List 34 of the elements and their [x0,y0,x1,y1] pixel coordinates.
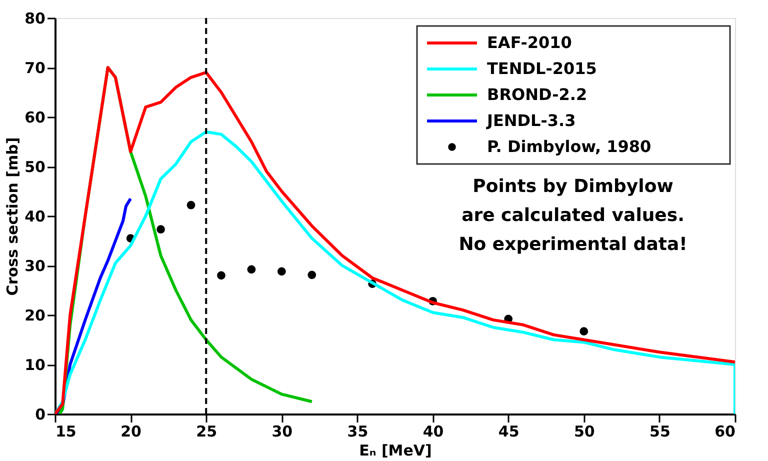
x-tick-label: 25 [196,422,218,440]
y-tick-label: 50 [24,158,46,176]
y-tick-label: 60 [24,108,46,126]
y-tick-label: 0 [35,406,46,424]
annotation: Points by Dimbylow are calculated values. No experimental data! [458,176,688,255]
point [247,265,256,274]
y-tick-label: 30 [24,257,46,275]
x-tick-label: 55 [650,422,670,440]
point [580,327,588,336]
x-tick-label: 40 [422,422,444,440]
x-tick-label: 20 [120,422,142,440]
point [217,271,226,280]
x-tick-label: 45 [498,422,520,440]
y-tick-label: 80 [24,10,46,28]
legend-label: P. Dimbylow, 1980 [487,137,652,156]
y-tick-label: 20 [24,306,46,324]
y-axis-title: Cross section [mb] [4,137,22,296]
point [277,267,286,276]
legend-label: TENDL-2015 [487,59,597,78]
y-tick-label: 40 [24,208,46,226]
y-tick-label: 10 [24,356,46,374]
point [308,270,316,280]
legend-label: BROND-2.2 [487,85,588,104]
x-axis-title: Eₙ [MeV] [359,442,432,460]
legend-label: EAF-2010 [487,33,572,52]
x-tick-label: 35 [347,422,368,440]
x-tick-label: 15 [56,422,76,440]
y-tick-label: 70 [24,59,46,77]
legend-label: JENDL-3.3 [486,111,576,130]
point [156,225,165,234]
x-tick-label: 30 [272,422,293,440]
x-tick-label: 60 [714,422,736,440]
x-tick-label: 50 [574,422,595,440]
point [186,200,196,210]
